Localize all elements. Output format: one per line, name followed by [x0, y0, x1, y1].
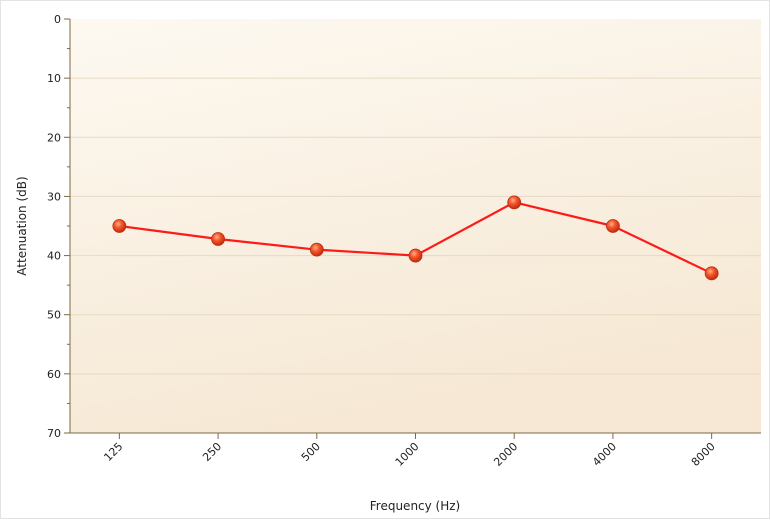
data-point: [408, 248, 423, 263]
y-tick-label: 60: [47, 368, 61, 381]
y-axis-title: Attenuation (dB): [15, 176, 29, 275]
data-point: [211, 232, 225, 246]
data-points: [112, 195, 719, 281]
x-axis: 125 250 500 1000 2000 4000 8000: [70, 432, 761, 469]
data-point: [112, 219, 127, 233]
plot-area: [70, 19, 761, 433]
x-tick-label: 2000: [491, 440, 520, 469]
y-tick-label: 50: [47, 309, 61, 322]
y-tick-label: 20: [47, 131, 61, 144]
data-point: [309, 242, 324, 257]
x-tick-label: 250: [200, 440, 224, 464]
gridlines: [70, 77, 761, 375]
y-tick-label: 10: [47, 72, 61, 85]
x-tick-label: 500: [299, 440, 323, 464]
y-tick-label: 70: [47, 427, 61, 440]
x-tick-label: 4000: [590, 440, 619, 469]
y-tick-label: 0: [54, 13, 61, 26]
x-axis-title: Frequency (Hz): [370, 499, 461, 513]
data-point: [704, 266, 719, 281]
x-tick-label: 1000: [393, 440, 422, 469]
x-tick-label: 8000: [689, 440, 718, 469]
data-point: [606, 219, 620, 233]
data-point: [507, 195, 522, 210]
x-tick-label: 125: [101, 440, 125, 464]
y-axis: 0 10 20 30 40 50 60 70: [47, 13, 71, 440]
y-tick-label: 40: [47, 250, 61, 263]
y-tick-label: 30: [47, 190, 61, 203]
